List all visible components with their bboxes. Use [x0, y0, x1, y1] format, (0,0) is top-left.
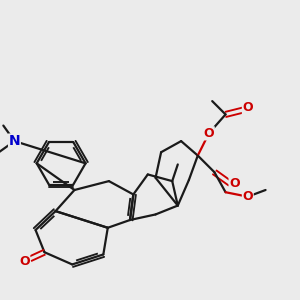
- Text: O: O: [242, 190, 253, 203]
- Text: O: O: [242, 101, 253, 114]
- Text: O: O: [19, 255, 30, 268]
- Text: N: N: [9, 134, 20, 148]
- Text: O: O: [204, 127, 214, 140]
- Text: O: O: [229, 177, 240, 190]
